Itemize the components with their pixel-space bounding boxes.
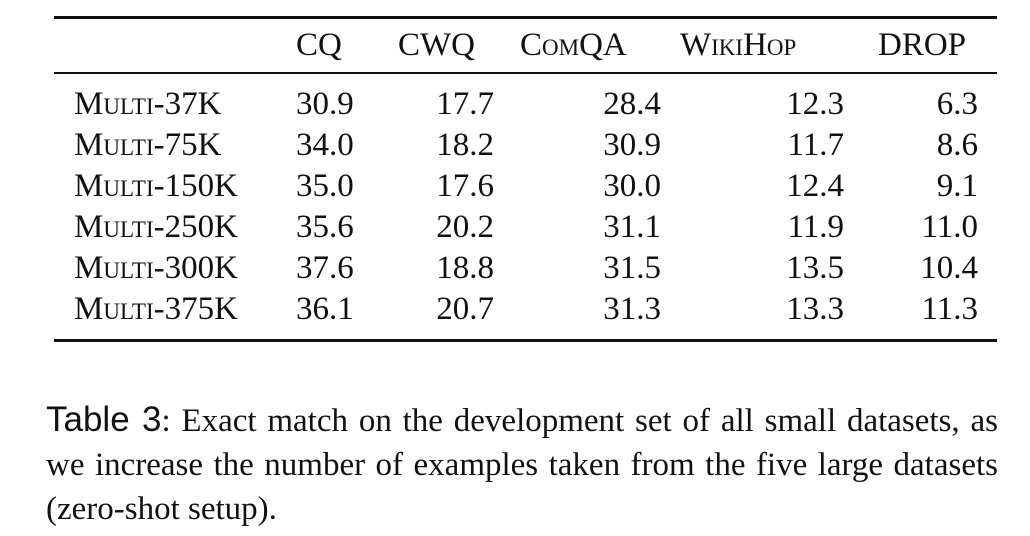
- cell-cq: 30.9: [296, 86, 354, 122]
- table-caption: Table 3: Exact match on the development …: [46, 398, 998, 531]
- cell-drop: 10.4: [920, 250, 978, 286]
- cell-cwq: 18.2: [436, 127, 494, 163]
- cell-cwq: 20.2: [436, 209, 494, 245]
- header-comqa: ComQA: [520, 27, 627, 63]
- caption-label: Table 3: [46, 400, 162, 439]
- row-label: Multi-375K: [74, 291, 238, 327]
- table-bottom-rule: [54, 339, 997, 342]
- cell-wikihop: 13.3: [786, 291, 844, 327]
- cell-wikihop: 13.5: [786, 250, 844, 286]
- cell-comqa: 30.0: [603, 168, 661, 204]
- cell-cq: 35.6: [296, 209, 354, 245]
- caption-text: : Exact match on the development set of …: [46, 403, 998, 527]
- cell-comqa: 28.4: [603, 86, 661, 122]
- cell-comqa: 31.1: [603, 209, 661, 245]
- header-drop: DROP: [878, 27, 967, 63]
- header-cwq: CWQ: [398, 27, 475, 63]
- cell-drop: 6.3: [936, 86, 978, 122]
- cell-comqa: 31.5: [603, 250, 661, 286]
- cell-wikihop: 11.7: [787, 127, 844, 163]
- cell-comqa: 30.9: [603, 127, 661, 163]
- row-label: Multi-75K: [74, 127, 222, 163]
- table-header-rule: [54, 72, 997, 74]
- cell-drop: 11.0: [921, 209, 978, 245]
- header-wikihop: WikiHop: [680, 27, 797, 63]
- cell-cwq: 17.7: [436, 86, 494, 122]
- cell-cq: 36.1: [296, 291, 354, 327]
- cell-drop: 8.6: [936, 127, 978, 163]
- cell-wikihop: 11.9: [787, 209, 844, 245]
- cell-wikihop: 12.3: [786, 86, 844, 122]
- cell-cq: 34.0: [296, 127, 354, 163]
- cell-cq: 37.6: [296, 250, 354, 286]
- cell-cwq: 17.6: [436, 168, 494, 204]
- cell-drop: 11.3: [921, 291, 978, 327]
- cell-wikihop: 12.4: [786, 168, 844, 204]
- header-corner: [74, 25, 294, 65]
- cell-cwq: 18.8: [436, 250, 494, 286]
- table-top-rule: [54, 16, 997, 19]
- cell-cq: 35.0: [296, 168, 354, 204]
- cell-drop: 9.1: [936, 168, 978, 204]
- cell-comqa: 31.3: [603, 291, 661, 327]
- header-cq: CQ: [296, 27, 342, 63]
- cell-cwq: 20.7: [436, 291, 494, 327]
- row-label: Multi-37K: [74, 86, 222, 122]
- row-label: Multi-250K: [74, 209, 238, 245]
- row-label: Multi-150K: [74, 168, 238, 204]
- row-label: Multi-300K: [74, 250, 238, 286]
